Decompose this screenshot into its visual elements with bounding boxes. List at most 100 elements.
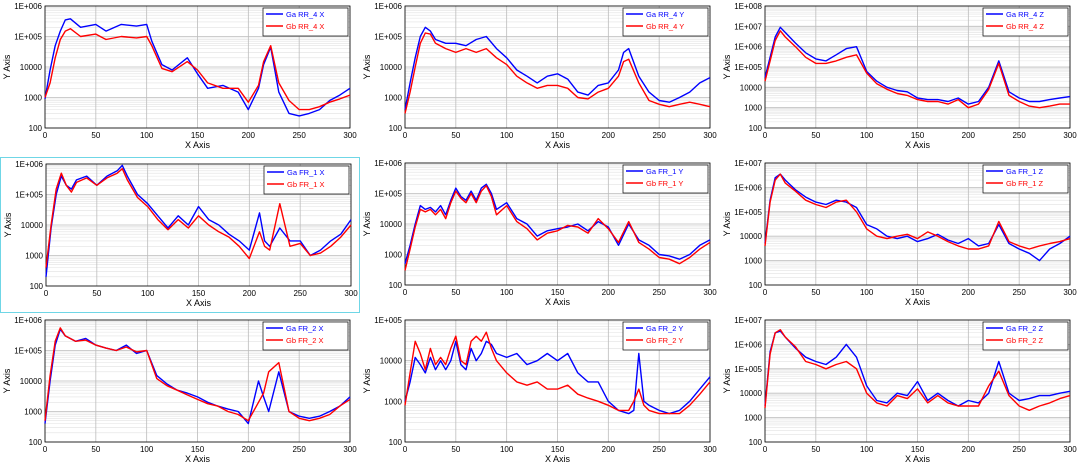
y-tick-label: 1000 <box>25 252 43 261</box>
y-tick-label: 1000 <box>744 257 762 266</box>
series-line-gb-fr_2-x <box>44 327 351 422</box>
x-tick-label: 300 <box>703 288 717 297</box>
x-axis-label: X Axis <box>186 298 212 308</box>
y-tick-label: 10000 <box>740 83 763 92</box>
legend: Ga FR_1 X Gb FR_1 X <box>263 165 350 195</box>
y-tick-label: 10000 <box>740 389 763 398</box>
y-tick-label: 1000 <box>384 94 402 103</box>
legend-label: Gb FR_1 Z <box>1006 179 1044 188</box>
x-tick-label: 200 <box>602 445 616 454</box>
chart-panel-rr4-y[interactable]: 100 1000 10000 1E+005 1E+006 0 50 100 150 200 250 3… <box>360 0 720 156</box>
x-tick-label: 50 <box>811 288 820 297</box>
x-tick-label: 250 <box>1012 445 1026 454</box>
chart-panel-fr1-y[interactable]: 100 1000 10000 1E+005 1E+006 0 50 100 150 200 250 3… <box>360 157 720 313</box>
y-tick-label: 1000 <box>24 94 42 103</box>
legend-box <box>982 7 1069 37</box>
x-tick-label: 50 <box>451 131 460 140</box>
chart-svg: 100 1000 10000 1E+005 0 50 100 150 200 250 300 X Ax… <box>362 316 717 464</box>
y-axis-label: Y Axis <box>722 368 732 393</box>
y-tick-label: 10000 <box>380 63 403 72</box>
chart-panel-fr2-x[interactable]: 100 1000 10000 1E+005 1E+006 0 50 100 150 200 250 3… <box>0 314 360 470</box>
chart-panel-fr2-y[interactable]: 100 1000 10000 1E+005 0 50 100 150 200 250 300 X Ax… <box>360 314 720 470</box>
chart-panel-fr1-z[interactable]: 100 1000 10000 1E+005 1E+006 1E+007 0 50 100 150 2… <box>720 157 1080 313</box>
x-tick-label: 300 <box>703 445 717 454</box>
legend-label: Ga RR_4 Z <box>1006 10 1044 19</box>
y-tick-label: 10000 <box>740 232 763 241</box>
y-axis-label: Y Axis <box>722 54 732 79</box>
x-tick-label: 200 <box>602 288 616 297</box>
x-tick-label: 0 <box>763 131 768 140</box>
x-tick-label: 300 <box>1063 288 1077 297</box>
series-line-ga-rr_4-z <box>764 26 1071 105</box>
legend-label: Gb FR_1 Y <box>646 179 683 188</box>
x-tick-label: 100 <box>860 131 874 140</box>
y-tick-label: 1E+005 <box>734 63 762 72</box>
legend: Ga RR_4 Y Gb RR_4 Y <box>622 7 709 37</box>
x-tick-label: 100 <box>500 288 514 297</box>
chart-panel-fr1-x[interactable]: 100 1000 10000 1E+005 1E+006 0 50 100 150 200 250 3… <box>0 157 360 313</box>
x-tick-label: 150 <box>192 289 206 298</box>
x-tick-label: 0 <box>44 289 49 298</box>
x-axis-label: X Axis <box>545 140 571 150</box>
x-tick-label: 200 <box>243 289 257 298</box>
x-tick-label: 0 <box>403 445 408 454</box>
plot-frame <box>44 319 351 443</box>
x-tick-label: 300 <box>1063 131 1077 140</box>
x-tick-label: 100 <box>500 445 514 454</box>
legend-label: Gb RR_4 Z <box>1006 22 1044 31</box>
y-tick-label: 100 <box>29 124 43 133</box>
y-axis-label: Y Axis <box>362 54 372 79</box>
x-axis-label: X Axis <box>185 140 211 150</box>
plot-frame <box>404 5 711 129</box>
x-tick-label: 50 <box>811 445 820 454</box>
legend-box <box>263 165 350 195</box>
y-tick-label: 10000 <box>20 377 43 386</box>
x-axis-label: X Axis <box>905 454 931 464</box>
y-tick-label: 100 <box>389 124 403 133</box>
series-line-gb-fr_2-z <box>764 328 1071 412</box>
y-tick-label: 1E+006 <box>734 183 762 192</box>
y-tick-label: 1E+005 <box>374 33 402 42</box>
x-tick-label: 0 <box>403 288 408 297</box>
chart-svg: 100 1000 10000 1E+005 1E+006 0 50 100 150 200 250 3… <box>2 2 357 150</box>
y-tick-label: 1E+007 <box>734 159 762 168</box>
chart-panel-rr4-x[interactable]: 100 1000 10000 1E+005 1E+006 0 50 100 150 200 250 3… <box>0 0 360 156</box>
x-tick-label: 100 <box>140 131 154 140</box>
legend: Ga FR_1 Z Gb FR_1 Z <box>982 164 1069 194</box>
chart-panel-rr4-z[interactable]: 100 1000 10000 1E+005 1E+006 1E+007 1E+008 0 50 1… <box>720 0 1080 156</box>
series-line-gb-fr_2-y <box>404 331 711 415</box>
x-tick-label: 150 <box>911 288 925 297</box>
x-axis-label: X Axis <box>185 454 211 464</box>
legend-box <box>622 164 709 194</box>
legend-label: Ga FR_2 Y <box>646 324 683 333</box>
y-tick-label: 1000 <box>744 414 762 423</box>
x-tick-label: 300 <box>703 131 717 140</box>
y-tick-label: 100 <box>749 438 763 447</box>
chart-panel-fr2-z[interactable]: 100 1000 10000 1E+005 1E+006 1E+007 0 50 100 150 2… <box>720 314 1080 470</box>
x-tick-label: 50 <box>451 288 460 297</box>
x-tick-label: 0 <box>763 288 768 297</box>
y-tick-label: 1E+005 <box>374 316 402 325</box>
x-axis-label: X Axis <box>905 297 931 307</box>
x-tick-label: 0 <box>763 445 768 454</box>
legend: Ga FR_1 Y Gb FR_1 Y <box>622 164 709 194</box>
legend: Ga FR_2 X Gb FR_2 X <box>262 321 349 351</box>
legend-label: Gb FR_2 Z <box>1006 336 1044 345</box>
y-tick-label: 1000 <box>24 408 42 417</box>
x-tick-label: 300 <box>344 289 358 298</box>
x-tick-label: 200 <box>242 131 256 140</box>
x-tick-label: 150 <box>551 288 565 297</box>
x-tick-label: 300 <box>1063 445 1077 454</box>
y-tick-label: 1E+005 <box>14 347 42 356</box>
plot-frame <box>764 5 1071 129</box>
x-tick-label: 250 <box>1012 131 1026 140</box>
x-tick-label: 300 <box>343 445 357 454</box>
y-tick-label: 100 <box>749 281 763 290</box>
x-tick-label: 250 <box>292 445 306 454</box>
y-tick-label: 100 <box>749 124 763 133</box>
series-line-ga-fr_2-x <box>44 328 351 425</box>
y-axis-label: Y Axis <box>362 368 372 393</box>
y-tick-label: 1000 <box>384 251 402 260</box>
y-tick-label: 10000 <box>21 221 44 230</box>
x-tick-label: 150 <box>191 445 205 454</box>
